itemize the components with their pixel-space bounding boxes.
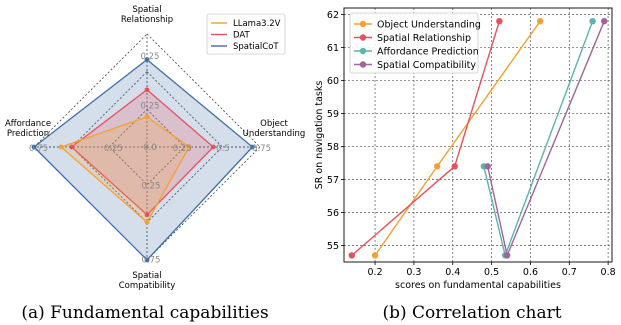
y-axis-label: SR on navigation tasks: [314, 81, 325, 190]
y-tick-label-0: 55: [327, 241, 339, 252]
corr-legend-marker-1: [359, 34, 367, 41]
radar-tick-label-5: 0.25: [142, 182, 161, 192]
radar-tick-label-3: 0.5: [216, 144, 230, 154]
radar-point-2-0: [144, 57, 150, 63]
radar-tick-label-6: 0.75: [142, 255, 161, 265]
corr-legend-label-3: Spatial Compatibility: [377, 60, 476, 71]
radar-tick-label-4: 0.75: [252, 144, 271, 154]
radar-tick-label-8: 0.75: [29, 144, 48, 154]
radar-axis-label-line: Understanding: [243, 129, 306, 139]
radar-axis-label-line: Compatibility: [119, 281, 176, 291]
series-line-3: [487, 20, 605, 258]
radar-point-2-1: [250, 144, 255, 150]
series-point-0-2: [536, 17, 544, 25]
radar-point-2-3: [31, 144, 37, 150]
corr-legend-label-0: Object Understanding: [377, 20, 481, 31]
x-tick-label-5: 0.7: [562, 267, 577, 278]
radar-point-2-2: [144, 257, 150, 263]
x-tick-label-2: 0.4: [445, 267, 460, 278]
radar-axis-label-line: Object: [260, 119, 288, 129]
radar-axis-label-3: Affordance Prediction: [5, 119, 51, 139]
y-tick-label-5: 60: [327, 76, 339, 87]
series-point-1-0: [348, 252, 355, 259]
series-point-1-1: [451, 163, 458, 170]
radar-axis-label-line: Affordance: [5, 119, 51, 129]
series-point-0-0: [371, 252, 379, 259]
radar-point-0-2: [144, 219, 150, 225]
radar-axis-label-line: Spatial: [132, 5, 161, 15]
radar-axis-label-1: Object Understanding: [243, 119, 306, 139]
y-tick-label-1: 56: [327, 208, 339, 219]
y-tick-label-6: 61: [327, 43, 339, 54]
radar-ring-2: [33, 33, 261, 261]
radar-point-1-1: [210, 144, 216, 150]
radar-point-1-0: [144, 87, 150, 93]
corr-legend-marker-2: [359, 47, 367, 55]
y-tick-label-4: 59: [327, 109, 339, 120]
x-tick-label-6: 0.8: [601, 267, 616, 278]
corr-legend-label-2: Affordance Prediction: [377, 47, 479, 58]
radar-axis-label-0: Spatial Relationship: [121, 5, 173, 25]
radar-point-0-1: [186, 144, 192, 150]
radar-axis-label-2: Spatial Compatibility: [119, 271, 176, 291]
caption-radar: (a) Fundamental capabilities: [21, 303, 268, 323]
radar-center-label: 0.0: [143, 143, 157, 153]
corr-legend-box: [349, 12, 479, 74]
series-point-1-2: [496, 17, 503, 25]
radar-point-0-0: [144, 114, 150, 120]
y-tick-label-3: 58: [327, 142, 339, 153]
x-axis-label: scores on fundamental capabilities: [395, 280, 561, 291]
plot-frame: [343, 7, 613, 263]
series-point-0-1: [434, 163, 441, 170]
radar-point-1-2: [144, 212, 150, 218]
radar-point-0-3: [58, 144, 64, 150]
radar-tick-label-0: 0.25: [141, 52, 160, 62]
series-point-3-1: [503, 252, 511, 259]
radar-legend-label-0: LLama3.2V: [233, 19, 281, 29]
x-tick-label-3: 0.5: [484, 267, 499, 278]
radar-ring-0: [108, 108, 186, 186]
corr-legend-marker-0: [359, 20, 367, 28]
corr-legend-label-1: Spatial Relationship: [377, 33, 471, 44]
series-point-2-2: [589, 17, 596, 25]
series-point-3-2: [601, 17, 608, 25]
radar-point-1-3: [69, 144, 75, 150]
y-tick-label-7: 62: [327, 10, 339, 21]
y-tick-label-2: 57: [327, 175, 339, 186]
radar-chart: 0.25 0.25 0.25 0.5 0.75 0.25 0.75 0.25 0.75 0.0 Sp…: [5, 5, 305, 291]
radar-tick-label-1: 0.25: [141, 101, 160, 111]
radar-legend-label-1: DAT: [233, 31, 251, 41]
x-tick-label-1: 0.3: [406, 267, 421, 278]
x-tick-label-0: 0.2: [368, 267, 383, 278]
corr-legend-marker-3: [359, 61, 367, 68]
radar-tick-label-2: 0.25: [173, 144, 192, 154]
corr-legend: Object Understanding Spatial Relationship…: [349, 12, 481, 74]
caption-correlation: (b) Correlation chart: [382, 303, 561, 323]
radar-axis-label-line: Prediction: [7, 129, 49, 139]
radar-legend-label-2: SpatialCoT: [233, 42, 279, 52]
x-tick-label-4: 0.6: [523, 267, 538, 278]
radar-tick-label-7: 0.25: [104, 144, 123, 154]
correlation-chart: 0.2 0.3 0.4 0.5 0.6 0.7 0.8 55 56 57 58 59 60 61 62 sco…: [314, 7, 616, 291]
series-point-3-0: [484, 163, 491, 170]
radar-legend-box: [206, 13, 286, 55]
radar-axis-label-line: Relationship: [121, 15, 173, 25]
radar-axis-label-line: Spatial: [132, 271, 161, 281]
